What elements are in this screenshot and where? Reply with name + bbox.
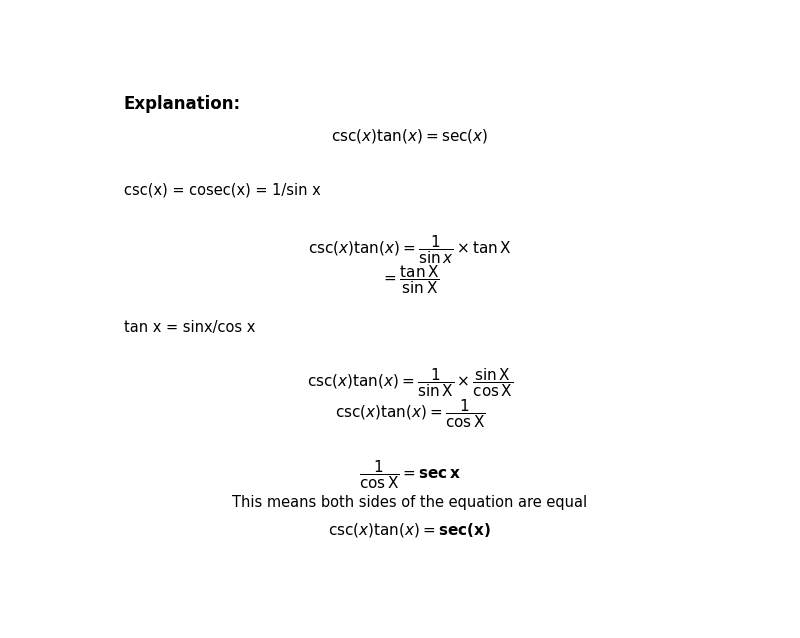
Text: Explanation:: Explanation: [123, 94, 241, 113]
Text: $= \dfrac{\mathrm{tan\,X}}{\mathrm{sin\,X}}$: $= \dfrac{\mathrm{tan\,X}}{\mathrm{sin\,… [381, 263, 439, 296]
Text: $\mathrm{csc}(x)\tan(x) = \dfrac{1}{\sin x} \times \mathrm{tan\,X}$: $\mathrm{csc}(x)\tan(x) = \dfrac{1}{\sin… [308, 233, 512, 266]
Text: $\mathrm{csc}(x)\tan(x) = \mathbf{sec(x)}$: $\mathrm{csc}(x)\tan(x) = \mathbf{sec(x)… [329, 521, 491, 538]
Text: csc(x) = cosec(x) = 1/sin x: csc(x) = cosec(x) = 1/sin x [123, 182, 320, 197]
Text: $\mathrm{csc}(x)\tan(x) = \sec(x)$: $\mathrm{csc}(x)\tan(x) = \sec(x)$ [331, 128, 489, 145]
Text: $\mathrm{csc}(x)\tan(x) = \dfrac{1}{\mathrm{sin\,X}} \times \dfrac{\mathrm{sin\,: $\mathrm{csc}(x)\tan(x) = \dfrac{1}{\mat… [307, 366, 513, 399]
Text: tan x = sinx/cos x: tan x = sinx/cos x [123, 320, 255, 334]
Text: $\dfrac{1}{\mathrm{cos\,X}} = \mathbf{sec\,x}$: $\dfrac{1}{\mathrm{cos\,X}} = \mathbf{se… [359, 458, 461, 491]
Text: This means both sides of the equation are equal: This means both sides of the equation ar… [233, 496, 587, 510]
Text: $\mathrm{csc}(x)\tan(x) = \dfrac{1}{\mathrm{cos\,X}}$: $\mathrm{csc}(x)\tan(x) = \dfrac{1}{\mat… [334, 397, 486, 431]
